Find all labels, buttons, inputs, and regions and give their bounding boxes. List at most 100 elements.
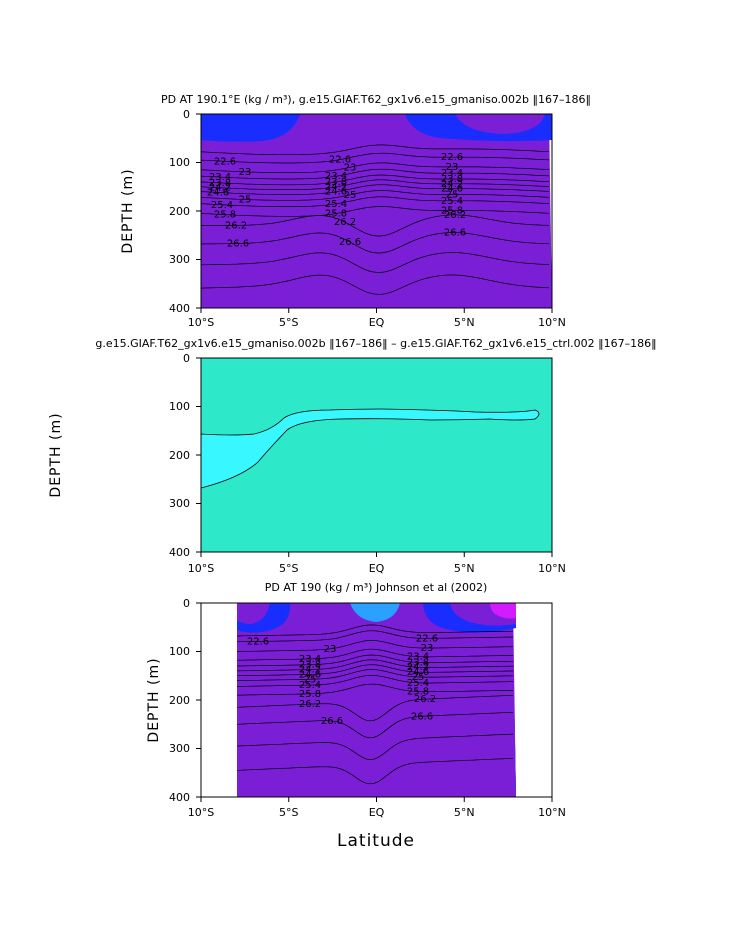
- density-band: [237, 603, 516, 797]
- isopycnal-line: [201, 252, 550, 273]
- isopycnal-line: [201, 214, 550, 237]
- contour-label: 25.8: [325, 209, 347, 220]
- panel-2-ytick-label: 200: [169, 449, 190, 462]
- isopycnal-line: [237, 711, 514, 739]
- contour-label: 23.4: [209, 172, 231, 183]
- isopycnal-line: [201, 184, 550, 195]
- isopycnal-line: [237, 630, 514, 643]
- isopycnal-line: [201, 179, 550, 190]
- panel-1-xtick-label: EQ: [369, 316, 385, 329]
- panel-3-surface-magenta: [490, 603, 516, 619]
- panel-1-ytick-label: 0: [183, 108, 190, 121]
- contour-label: 22.6: [214, 156, 236, 167]
- contour-label: 23.4: [325, 171, 347, 182]
- panel-2-xtick-label: 10°N: [538, 562, 566, 575]
- isopycnal-line: [201, 162, 550, 174]
- panel-3-ytick-label: 300: [169, 742, 190, 755]
- panel-1-surface-blue-west: [201, 114, 300, 142]
- contour-label: 24.2: [441, 179, 463, 190]
- contour-label: 26.2: [444, 210, 466, 221]
- contour-label: 24.2: [325, 182, 347, 193]
- panel-3-bands: [237, 603, 516, 797]
- contour-label: 23.4: [441, 168, 463, 179]
- panel-3-title: PD AT 190 (kg / m³) Johnson et al (2002): [265, 581, 488, 594]
- panel-3-contour-labels: 22.62323.423.824.224.62525.425.826.226.6…: [247, 633, 438, 727]
- panel-1-xtick-label: 5°S: [279, 316, 298, 329]
- panel-3-yticks: 0 100 200 300 400: [169, 597, 201, 804]
- panel-2-ylabel: DEPTH (m): [48, 412, 64, 497]
- contour-label: 26.6: [227, 239, 249, 250]
- isopycnal-line: [237, 757, 514, 785]
- isopycnal-line: [237, 694, 514, 722]
- contour-label: 22.6: [247, 636, 269, 647]
- contour-label: 26.6: [321, 716, 343, 727]
- panel-2-anomaly-region: [201, 408, 540, 489]
- panel-1-surface-purple: [455, 114, 545, 134]
- contour-label: 23.4: [407, 652, 429, 663]
- isopycnal-line: [237, 640, 514, 652]
- contour-label: 24.6: [207, 187, 229, 198]
- panel-3-xticks: 10°S 5°S EQ 5°N 10°N: [188, 797, 566, 819]
- panel-2-ytick-label: 300: [169, 497, 190, 510]
- panel-1-title: PD AT 190.1°E (kg / m³), g.e15.GIAF.T62_…: [161, 93, 591, 106]
- panel-3-xtick-label: EQ: [369, 806, 385, 819]
- panel-3-xtick-label: 10°S: [188, 806, 214, 819]
- contour-label: 26.2: [334, 217, 356, 228]
- panel-3: PD AT 190 (kg / m³) Johnson et al (2002)…: [146, 581, 566, 851]
- isopycnal-line: [201, 232, 550, 254]
- contour-label: 25: [304, 674, 317, 685]
- isopycnal-line: [201, 152, 550, 164]
- contour-label: 26.6: [444, 228, 466, 239]
- panel-1-ytick-label: 100: [169, 156, 190, 169]
- contour-label: 23.8: [209, 178, 231, 189]
- isopycnal-line: [201, 174, 550, 186]
- panel-1-ytick-label: 300: [169, 253, 190, 266]
- contour-label: 23.8: [325, 177, 347, 188]
- panel-2: g.e15.GIAF.T62_gx1v6.e15_gmaniso.002b ‖1…: [48, 337, 657, 575]
- isopycnal-line: [201, 274, 550, 295]
- density-band: [201, 114, 552, 308]
- contour-label: 23.8: [407, 657, 429, 668]
- contour-label: 25: [446, 190, 459, 201]
- panel-2-ytick-label: 0: [183, 352, 190, 365]
- contour-label: 25: [412, 672, 425, 683]
- isopycnal-line: [237, 648, 514, 661]
- contour-label: 23.8: [441, 174, 463, 185]
- contour-label: 23: [446, 162, 459, 173]
- contour-label: 24.6: [299, 669, 321, 680]
- contour-label: 23.8: [299, 660, 321, 671]
- panel-1-ytick-label: 200: [169, 205, 190, 218]
- contour-label: 26.2: [299, 699, 321, 710]
- contour-label: 23: [239, 167, 252, 178]
- contour-label: 25.8: [299, 689, 321, 700]
- panel-2-xtick-label: 5°S: [279, 562, 298, 575]
- contour-label: 24.6: [325, 187, 347, 198]
- contour-label: 22.6: [416, 633, 438, 644]
- contour-label: 26.6: [339, 237, 361, 248]
- contour-label: 25.4: [441, 196, 463, 207]
- panel-1-xtick-label: 5°N: [454, 316, 475, 329]
- contour-label: 23: [324, 644, 337, 655]
- isopycnal-line: [201, 190, 550, 201]
- contour-label: 24.6: [407, 667, 429, 678]
- isopycnal-line: [237, 624, 514, 637]
- isopycnal-line: [201, 144, 550, 156]
- isopycnal-line: [237, 733, 514, 760]
- isopycnal-line: [237, 683, 513, 696]
- panel-3-ytick-label: 0: [183, 597, 190, 610]
- panel-1-contours: [201, 144, 550, 295]
- contour-label: 26.6: [411, 711, 433, 722]
- panel-2-ytick-label: 100: [169, 400, 190, 413]
- isopycnal-line: [201, 196, 550, 207]
- panel-2-xtick-label: 5°N: [454, 562, 475, 575]
- panel-3-ytick-label: 100: [169, 645, 190, 658]
- isopycnal-line: [201, 206, 550, 217]
- contour-label: 26.2: [225, 220, 247, 231]
- isopycnal-line: [237, 654, 513, 667]
- contour-label: 25: [239, 194, 252, 205]
- contour-label: 25.8: [441, 206, 463, 217]
- panel-3-contours: [237, 624, 514, 785]
- contour-label: 25.4: [325, 199, 347, 210]
- isopycnal-line: [237, 664, 513, 677]
- panel-3-ytick-label: 400: [169, 791, 190, 804]
